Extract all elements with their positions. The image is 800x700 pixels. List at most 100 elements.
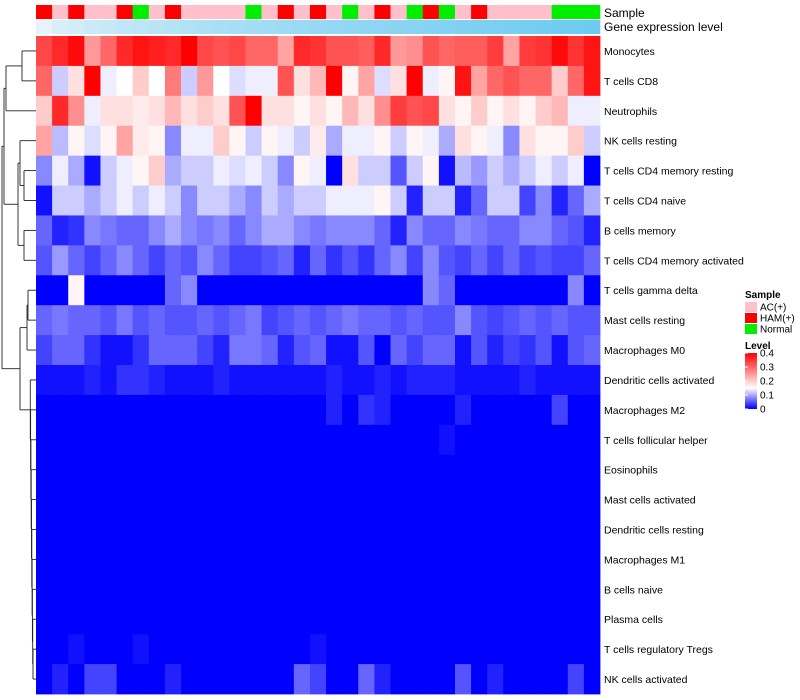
- sample-cell: [309, 5, 327, 19]
- heatmap-cell: [326, 305, 343, 336]
- heatmap-cell: [374, 664, 391, 695]
- heatmap-cell: [326, 36, 343, 67]
- heatmap-cell: [84, 365, 101, 396]
- heatmap-cell: [535, 574, 553, 605]
- heatmap-cell: [551, 634, 569, 665]
- heatmap-cell: [52, 484, 69, 515]
- heatmap-cell: [358, 305, 375, 336]
- heatmap-cell: [245, 125, 262, 157]
- heatmap-cell: [358, 275, 375, 306]
- heatmap-cell: [422, 484, 440, 515]
- heatmap-cell: [567, 36, 585, 67]
- heatmap-cell: [519, 394, 536, 426]
- row-label: NK cells resting: [604, 136, 677, 148]
- heatmap-cell: [148, 394, 166, 426]
- heatmap-cell: [551, 394, 569, 426]
- heatmap-cell: [309, 424, 327, 456]
- heatmap-cell: [261, 394, 279, 426]
- heatmap-cell: [487, 514, 504, 545]
- heatmap-cell: [406, 65, 424, 97]
- heatmap-cell: [438, 36, 456, 67]
- heatmap-cell: [293, 125, 311, 157]
- heatmap-cell: [277, 365, 295, 396]
- heatmap-cell: [197, 275, 214, 306]
- gene-expression-cell: [454, 20, 472, 34]
- heatmap-cell: [535, 125, 553, 157]
- heatmap-cell: [503, 95, 520, 127]
- heatmap-cell: [84, 544, 101, 575]
- gene-expression-track: [36, 20, 601, 34]
- heatmap-cell: [245, 634, 262, 665]
- row-label: T cells CD8: [604, 76, 658, 88]
- legend-label: AC(+): [760, 303, 786, 314]
- heatmap-cell: [309, 335, 327, 366]
- heatmap-cell: [229, 65, 246, 97]
- heatmap-cell: [213, 215, 230, 246]
- heatmap-cell: [261, 574, 279, 605]
- heatmap-cell: [309, 664, 327, 695]
- heatmap-cell: [454, 544, 472, 575]
- heatmap-cell: [503, 185, 520, 216]
- heatmap-cell: [438, 394, 456, 426]
- heatmap-cell: [535, 65, 553, 97]
- heatmap-cell: [197, 514, 214, 545]
- heatmap-cell: [132, 335, 150, 366]
- gene-expression-cell: [52, 20, 69, 34]
- heatmap-cell: [551, 365, 569, 396]
- heatmap-cell: [261, 424, 279, 456]
- heatmap-cell: [229, 215, 246, 246]
- heatmap-cell: [326, 365, 343, 396]
- heatmap-cell: [181, 305, 198, 336]
- heatmap-cell: [36, 484, 53, 515]
- heatmap-cell: [164, 484, 182, 515]
- heatmap-cell: [261, 36, 279, 67]
- heatmap-cell: [245, 664, 262, 695]
- heatmap-cell: [503, 394, 520, 426]
- heatmap-cell: [229, 514, 246, 545]
- heatmap-cell: [406, 634, 424, 665]
- heatmap-cell: [390, 604, 408, 635]
- heatmap-cell: [293, 335, 311, 366]
- sample-cell: [68, 5, 85, 19]
- heatmap-cell: [454, 424, 472, 456]
- heatmap-cell: [309, 544, 327, 575]
- heatmap-cell: [293, 574, 311, 605]
- heatmap-cell: [36, 424, 53, 456]
- heatmap-cell: [535, 365, 553, 396]
- heatmap-cell: [503, 514, 520, 545]
- heatmap-cell: [68, 155, 85, 186]
- row-label: T cells follicular helper: [604, 435, 708, 447]
- heatmap-cell: [36, 125, 53, 157]
- heatmap-cell: [471, 514, 488, 545]
- heatmap-cell: [181, 155, 198, 186]
- row-label: Macrophages M1: [604, 554, 685, 566]
- heatmap-cell: [535, 36, 553, 67]
- heatmap-cell: [245, 454, 262, 486]
- heatmap-cell: [277, 185, 295, 216]
- heatmap-cell: [68, 574, 85, 605]
- heatmap-cell: [68, 305, 85, 336]
- heatmap-cell: [293, 305, 311, 336]
- heatmap-cell: [583, 245, 601, 276]
- gene-expression-cell: [519, 20, 536, 34]
- heatmap-cell: [551, 245, 569, 276]
- heatmap-cell: [68, 424, 85, 456]
- heatmap-cell: [551, 484, 569, 515]
- color-scale-tick-label: 0.4: [760, 349, 774, 360]
- heatmap-cell: [519, 574, 536, 605]
- heatmap-cell: [277, 215, 295, 246]
- heatmap-cell: [100, 574, 117, 605]
- heatmap-cell: [342, 544, 359, 575]
- heatmap-cell: [164, 335, 182, 366]
- heatmap-cell: [567, 95, 585, 127]
- heatmap-cell: [181, 275, 198, 306]
- heatmap-cell: [487, 424, 504, 456]
- heatmap-cell: [535, 604, 553, 635]
- heatmap-cell: [245, 544, 262, 575]
- heatmap-cell: [68, 394, 85, 426]
- heatmap-cell: [197, 155, 214, 186]
- heatmap-cell: [293, 634, 311, 665]
- heatmap-cell: [326, 185, 343, 216]
- heatmap-cell: [390, 664, 408, 695]
- heatmap-cell: [148, 454, 166, 486]
